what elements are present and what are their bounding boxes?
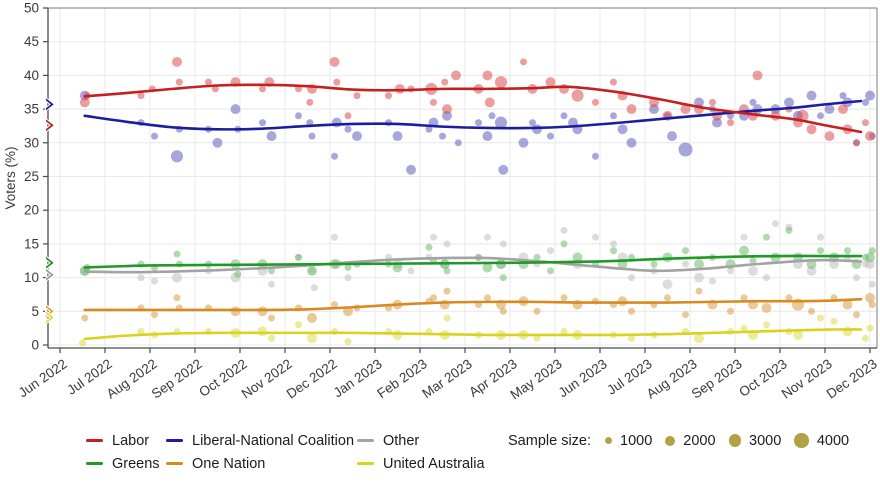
legend-label-liberal-national-coalition: Liberal-National Coalition [192,432,355,449]
y-tick-label: 50 [24,1,39,16]
sample-size-dot-4000 [794,433,809,448]
legend-item-labor: Labor [86,429,166,452]
election-marker-greens [45,254,56,271]
y-tick-label: 25 [24,169,39,184]
legend-item-one-nation: One Nation [166,452,357,475]
y-tick-label: 35 [24,102,39,117]
sample-size-label-2000: 2000 [683,432,716,449]
series-legend: Labor Liberal-National Coalition Other G… [86,429,485,475]
election-result-markers [45,96,56,326]
sample-size-dot-1000 [605,437,613,444]
x-tick-label: Dec 2022 [284,356,340,401]
x-tick-label: Jun 2023 [556,356,610,400]
legend-label-other: Other [383,432,420,449]
legend-label-labor: Labor [112,432,150,449]
y-axis-ticks: 0 5 10 15 20 25 30 35 40 45 50 [24,1,48,353]
x-tick-label: Sep 2023 [689,356,745,401]
axes [47,8,877,349]
sample-size-item-3000: 3000 [728,432,782,449]
x-tick-label: Dec 2023 [824,356,880,401]
sample-size-item-1000: 1000 [605,433,652,449]
x-tick-label: May 2023 [508,356,565,402]
labor-line-swatch [86,438,103,443]
election-marker-liberal-national-coalition [45,96,56,113]
scatter-points-liberal-national-coalition [79,90,876,175]
trend-line-greens [83,254,863,269]
y-axis-title: Voters (%) [3,146,18,209]
panel-border [48,7,878,348]
sample-size-label-4000: 4000 [816,432,850,449]
x-tick-label: Aug 2023 [644,356,700,401]
sample-size-item-4000: 4000 [794,433,849,449]
trend-line-united-australia [83,328,863,341]
y-tick-label: 5 [31,304,39,319]
x-tick-label: Nov 2022 [239,356,295,401]
one-nation-line-swatch [166,461,183,466]
election-marker-other [45,266,56,283]
sample-size-legend: Sample size: 1000 2000 3000 4000 [508,429,862,452]
trend-line-liberal-national-coalition [83,99,863,131]
x-tick-label: Mar 2023 [419,356,474,401]
x-tick-label: Nov 2023 [779,356,835,401]
sample-size-item-2000: 2000 [665,432,716,449]
y-tick-label: 30 [24,135,39,150]
y-tick-label: 0 [31,338,39,353]
sample-size-title: Sample size: [508,432,592,449]
scatter-points-labor [79,56,875,147]
trend-lines-layer [83,83,863,341]
x-tick-label: Feb 2023 [374,356,429,401]
legend-label-greens: Greens [112,455,160,472]
election-marker-united-australia [45,309,56,326]
election-marker-labor [45,117,56,134]
x-tick-label: Aug 2022 [104,356,160,401]
sample-size-label-1000: 1000 [620,432,653,449]
trend-line-labor [83,83,863,134]
legend-bar: Labor Liberal-National Coalition Other G… [0,424,880,483]
scatter-points-one-nation [81,287,876,323]
liberal-national-coalition-line-swatch [166,438,183,443]
y-tick-label: 15 [24,236,39,251]
greens-line-swatch [86,461,103,466]
legend-item-other: Other [357,429,485,452]
sample-size-dot-2000 [665,435,676,446]
other-line-swatch [357,438,374,443]
gridlines [48,7,877,348]
sample-size-dot-3000 [728,434,742,447]
y-tick-label: 45 [24,34,39,49]
y-tick-label: 20 [24,203,39,218]
trend-line-one-nation [83,297,863,312]
legend-item-liberal-national-coalition: Liberal-National Coalition [166,429,357,452]
x-tick-label: Sep 2022 [149,356,205,401]
legend-label-united-australia: United Australia [383,455,485,472]
trend-line-other [83,256,863,274]
sample-size-label-3000: 3000 [749,432,782,449]
legend-item-greens: Greens [86,452,166,475]
y-tick-label: 10 [24,270,39,285]
united-australia-line-swatch [357,461,374,466]
legend-item-united-australia: United Australia [357,452,485,475]
legend-label-one-nation: One Nation [192,455,266,472]
x-tick-label: Jun 2022 [16,356,70,400]
y-tick-label: 40 [24,68,39,83]
